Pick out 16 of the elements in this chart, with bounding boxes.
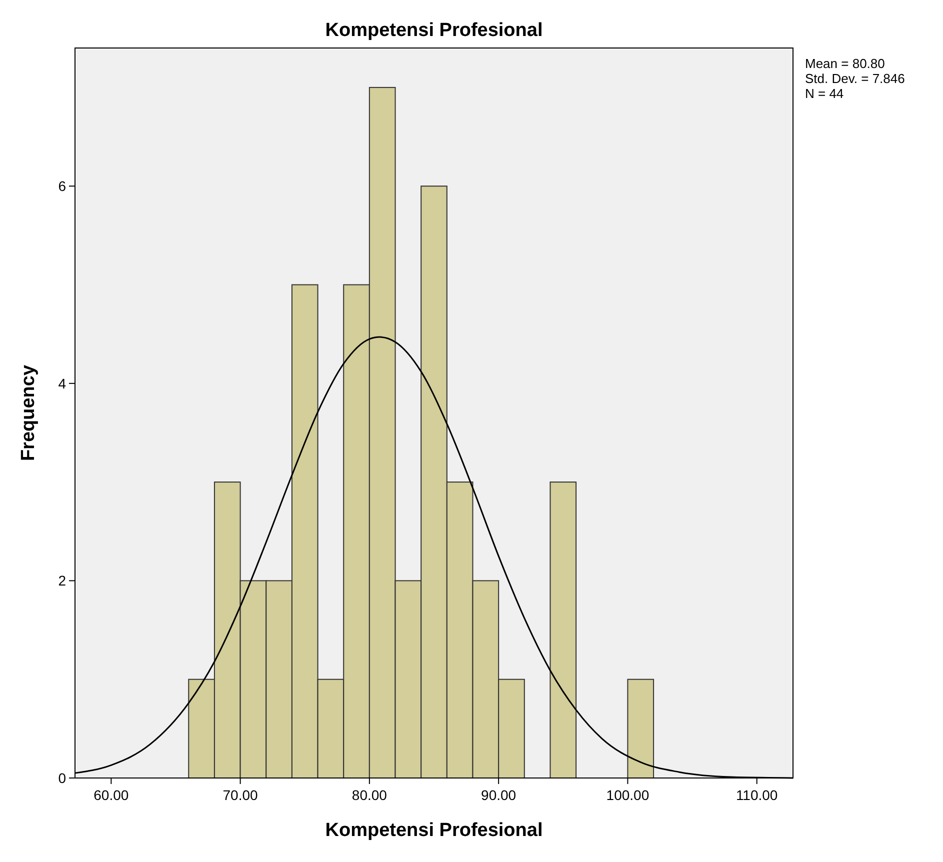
y-tick-label: 2	[58, 572, 66, 589]
x-tick-label: 70.00	[222, 787, 258, 803]
y-tick-label: 0	[58, 770, 66, 786]
text: N = 44	[805, 86, 844, 101]
y-tick-label: 6	[58, 178, 66, 194]
x-axis-title: Kompetensi Profesional	[325, 820, 543, 841]
x-tick-label: 110.00	[736, 787, 778, 803]
text: Mean = 80.80	[805, 56, 885, 71]
y-tick-label: 4	[58, 375, 66, 392]
chart-title: Kompetensi Profesional	[325, 20, 543, 41]
text: Std. Dev. = 7.846	[805, 71, 905, 86]
x-tick-label: 60.00	[94, 787, 129, 803]
x-tick-label: 80.00	[352, 787, 388, 803]
y-axis-title: Frequency	[18, 364, 39, 462]
x-tick-label: 100.00	[606, 787, 650, 803]
x-tick-label: 90.00	[481, 787, 516, 803]
